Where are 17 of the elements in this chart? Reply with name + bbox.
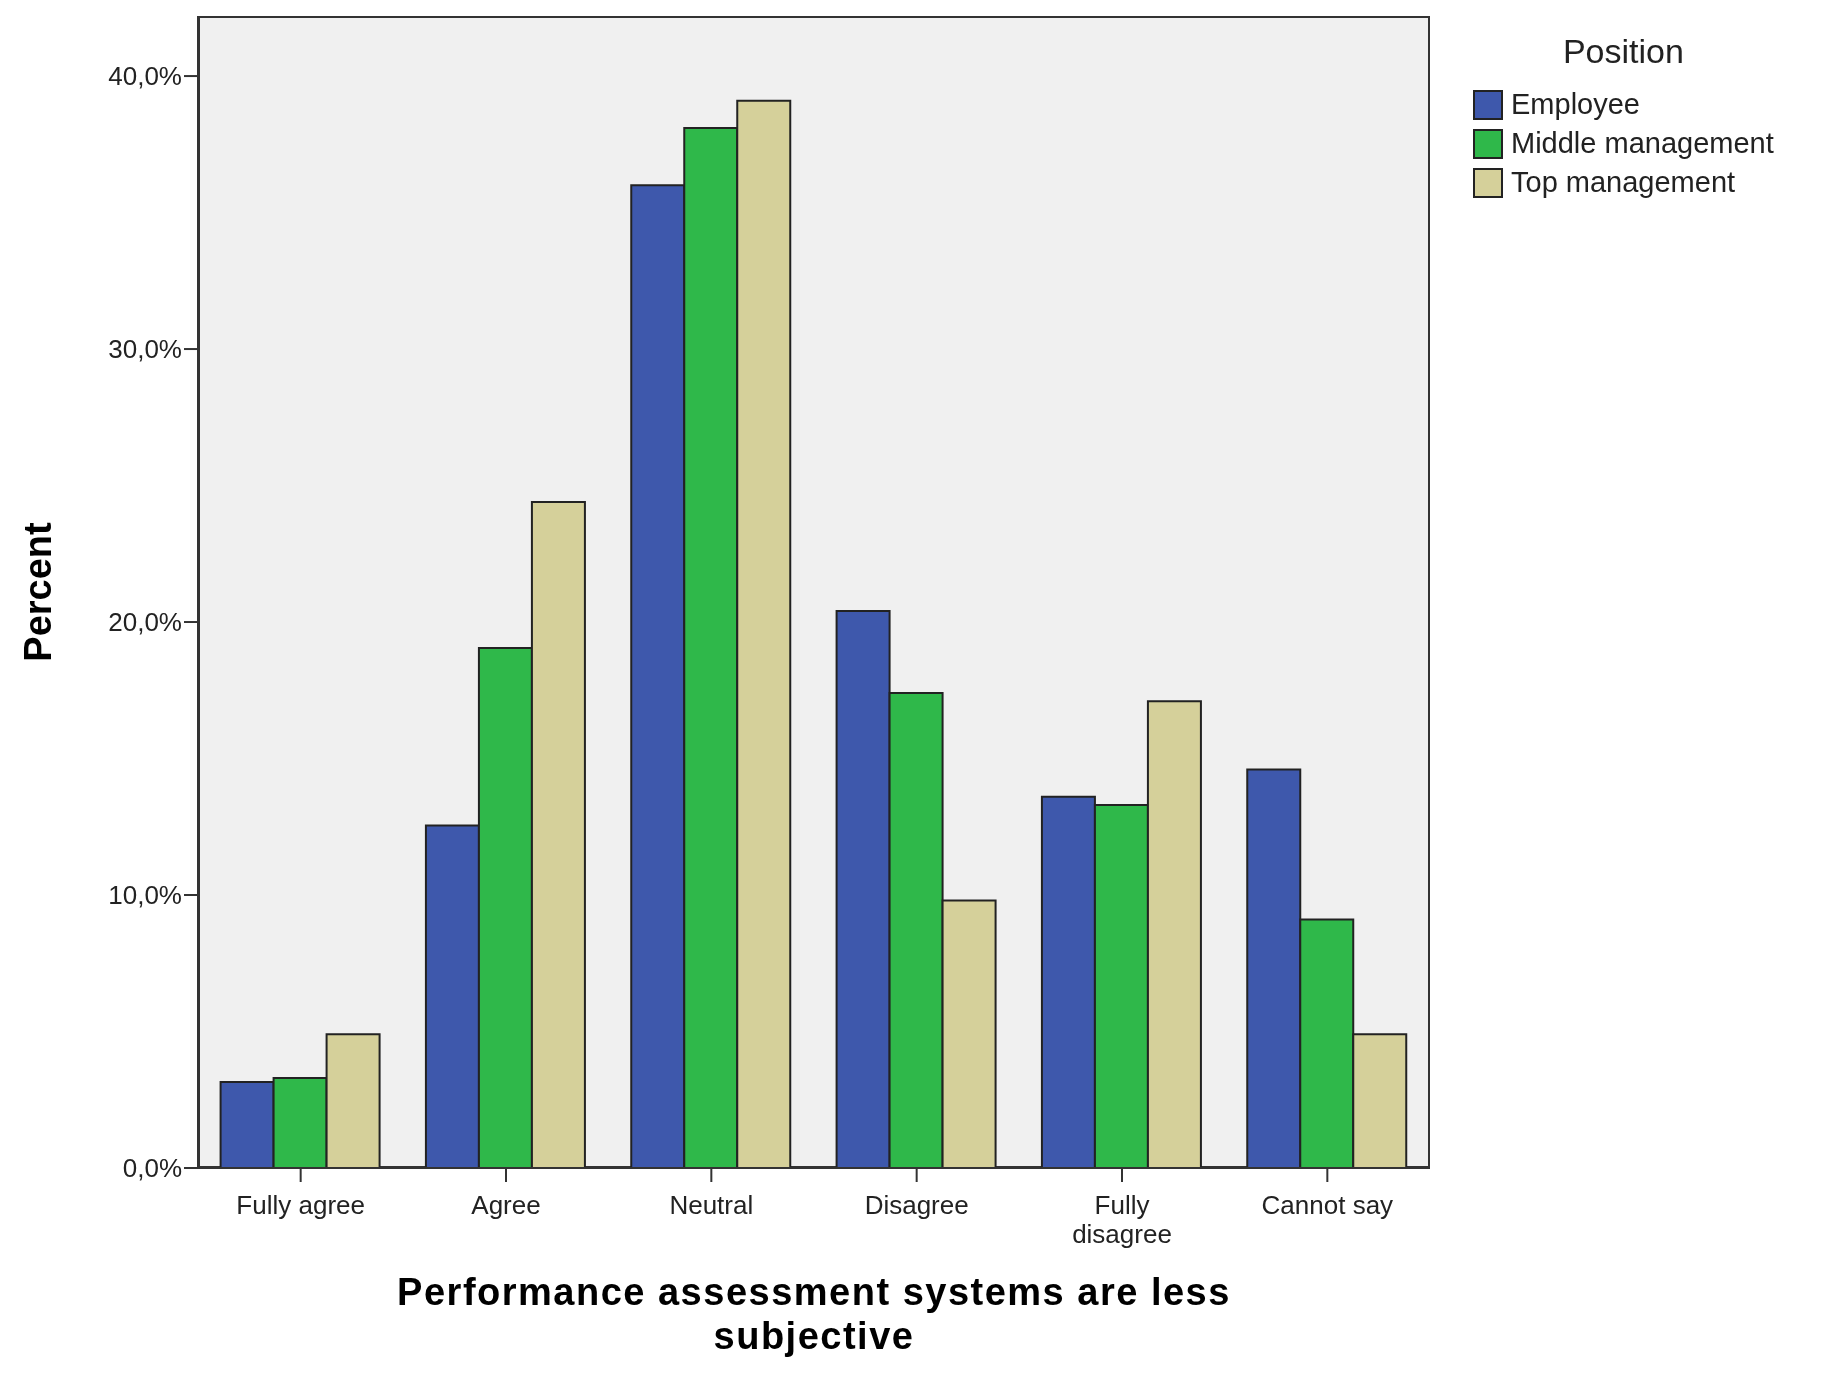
x-tick-label: Fully agree: [236, 1190, 365, 1220]
legend-label: Middle management: [1511, 127, 1774, 160]
y-tick-label: 0,0%: [122, 1153, 182, 1184]
y-tick-label: 20,0%: [108, 607, 182, 638]
legend-label: Top management: [1511, 166, 1736, 199]
y-tick-label: 40,0%: [108, 61, 182, 92]
x-axis-title: Performance assessment systems are less subjective: [396, 1270, 1232, 1358]
x-tick-label: Fully disagree: [1072, 1190, 1172, 1249]
y-axis-title: Percent: [16, 522, 60, 662]
legend-title: Position: [1561, 32, 1685, 71]
x-tick-label: Disagree: [864, 1190, 969, 1220]
x-tick-label: Neutral: [669, 1190, 754, 1220]
x-tick-label: Agree: [471, 1190, 541, 1220]
legend-label: Employee: [1511, 88, 1640, 121]
x-tick-label: Cannot say: [1261, 1190, 1394, 1220]
y-tick-label: 30,0%: [108, 334, 182, 365]
y-tick-label: 10,0%: [108, 880, 182, 911]
